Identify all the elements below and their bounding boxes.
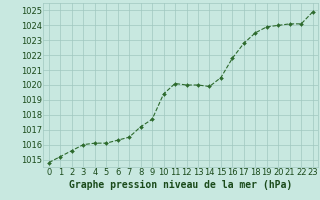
X-axis label: Graphe pression niveau de la mer (hPa): Graphe pression niveau de la mer (hPa) [69,180,292,190]
